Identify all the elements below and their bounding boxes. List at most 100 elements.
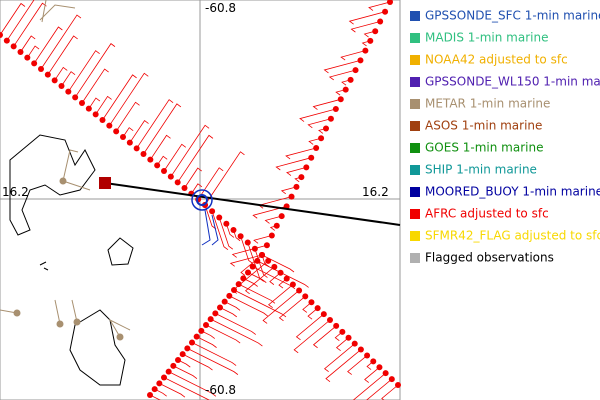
wind-dot [318, 135, 325, 142]
wind-dot [175, 357, 181, 363]
wind-barb [215, 312, 256, 335]
legend-swatch [410, 121, 420, 131]
flight-track [104, 182, 401, 226]
legend-label: GPSSONDE_WL150 1-min marine [425, 75, 600, 89]
wind-barb [143, 103, 182, 155]
storm-center [191, 189, 219, 246]
legend-label: ASOS 1-min marine [425, 119, 542, 133]
wind-dot [44, 71, 51, 78]
wind-dot [223, 220, 230, 227]
wind-dot [289, 281, 296, 288]
wind-dot [357, 346, 364, 353]
wind-barb [109, 72, 149, 126]
wind-barb [187, 347, 239, 375]
wind-dot [352, 67, 359, 74]
wind-dot [268, 232, 275, 239]
wind-barb [286, 167, 307, 176]
wind-dot [179, 351, 186, 358]
wind-dot [351, 340, 358, 347]
wind-dot [364, 352, 371, 359]
wind-dot [308, 154, 315, 161]
legend-label: GOES 1-min marine [425, 141, 543, 155]
wind-dot [235, 281, 242, 288]
legend-swatch [410, 55, 420, 65]
wind-dot [333, 322, 340, 329]
wind-dot [240, 275, 247, 282]
wind-dot [271, 263, 278, 270]
wind-barb [149, 394, 161, 400]
wind-barb [33, 26, 63, 64]
wind-barb [115, 101, 140, 132]
wind-dot [303, 164, 310, 171]
legend-swatch [410, 231, 420, 241]
wind-dot [362, 47, 369, 54]
wind-barb [197, 167, 224, 200]
wind-barb [173, 365, 198, 379]
wind-barb [350, 21, 381, 33]
wind-dot [72, 94, 79, 101]
wind-barb [150, 134, 171, 160]
wind-barb [95, 95, 112, 115]
wind-dot [254, 257, 261, 264]
top-label: -60.8 [205, 1, 236, 15]
wind-dot [377, 18, 384, 25]
wind-barb [269, 272, 281, 285]
wind-dot [370, 358, 377, 365]
wind-barb [204, 151, 245, 206]
wind-barb [0, 2, 26, 36]
wind-dot [161, 374, 167, 381]
wind-barb [102, 74, 137, 121]
wind-barb [254, 248, 268, 278]
wind-dot [382, 8, 389, 15]
wind-barb [295, 313, 325, 341]
wind-dot [126, 139, 133, 146]
wind-barb [280, 186, 297, 195]
wind-barb [312, 325, 337, 349]
wind-barb [177, 134, 214, 183]
wind-dot [388, 376, 395, 383]
station-marker [99, 177, 111, 189]
wind-dot [249, 263, 256, 270]
wind-dot [372, 28, 379, 35]
legend-swatch [410, 187, 420, 197]
wind-dot [174, 179, 181, 186]
wind-dot [193, 333, 200, 340]
wind-dot [308, 299, 315, 306]
wind-dot [92, 111, 99, 118]
wind-dot [245, 269, 251, 276]
wind-barb [225, 223, 235, 238]
wind-dot [3, 37, 10, 44]
wind-barb [307, 307, 318, 320]
wind-barb [328, 69, 356, 81]
wind-barb [238, 283, 276, 304]
legend-swatch [410, 33, 420, 43]
wind-barb [264, 215, 282, 224]
wind-barb [268, 284, 294, 309]
wind-dot [265, 257, 272, 264]
wind-barb [20, 35, 36, 53]
wind-dot [332, 106, 339, 113]
wind-dot [120, 134, 126, 140]
wind-barb [201, 330, 215, 339]
wind-dot [345, 334, 352, 341]
wind-barb [325, 349, 362, 382]
wind-barb [184, 167, 202, 189]
wind-dot [221, 298, 228, 305]
wind-barb [302, 301, 312, 313]
wind-dot [0, 32, 3, 38]
wind-dot [167, 173, 174, 180]
legend-label: MADIS 1-min marine [425, 31, 548, 45]
wind-dot [347, 76, 354, 83]
wind-barb [88, 97, 101, 109]
wind-barb [177, 359, 191, 368]
wind-dot [212, 310, 219, 317]
wind-barb [247, 272, 267, 283]
legend-label: NOAA42 adjusted to sfc [425, 53, 568, 67]
wind-barb [368, 1, 391, 11]
wind-barb [219, 307, 237, 318]
wind-barb [232, 260, 269, 294]
wind-dot [251, 245, 258, 252]
legend-swatch [410, 11, 420, 21]
